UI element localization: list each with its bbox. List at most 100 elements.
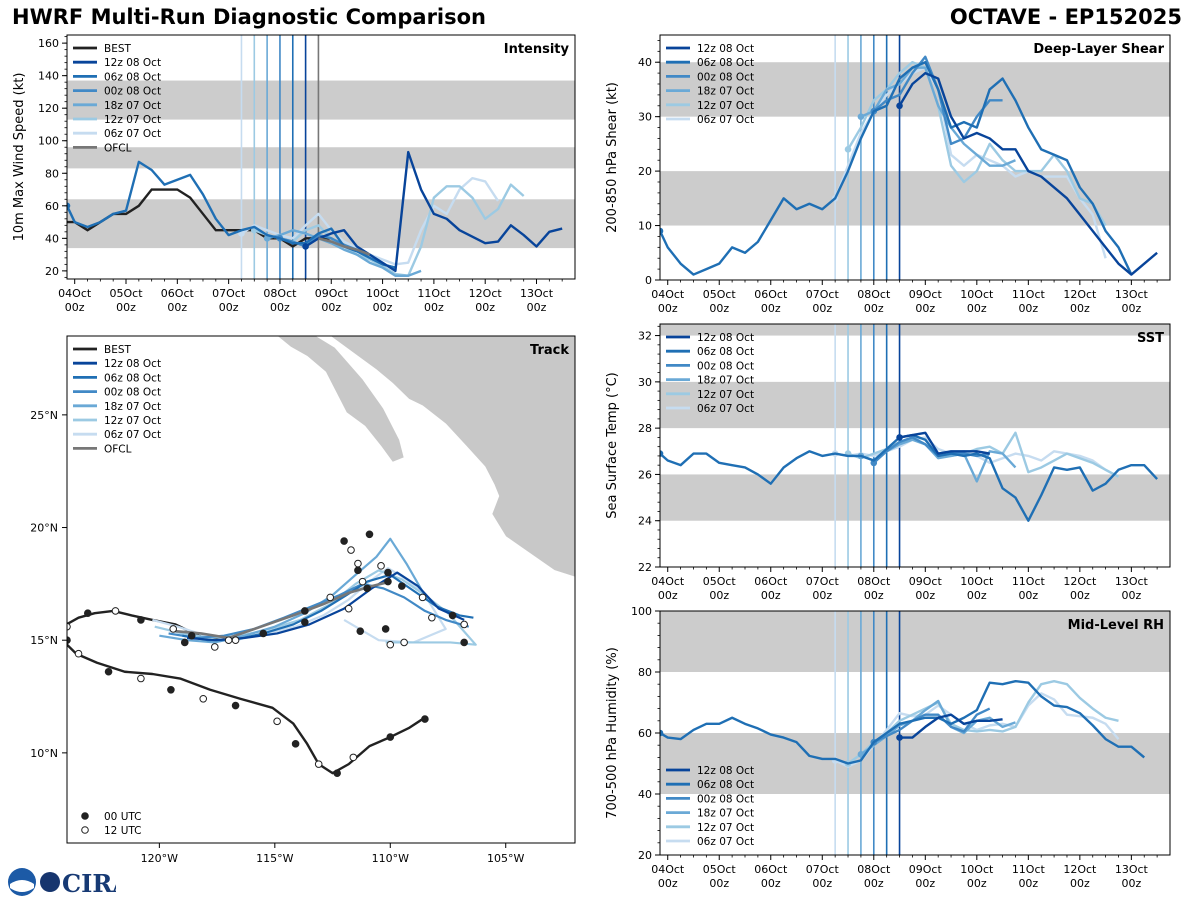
x-tick-label-date: 13Oct [1115,575,1149,588]
x-tick-label-date: 07Oct [806,288,840,301]
legend-label: 06z 07 Oct [104,128,161,140]
forecast-track-point [259,629,268,638]
y-tick-label: 30 [638,111,652,124]
y-tick-label: 160 [38,37,59,50]
series-init-point [857,751,865,758]
x-tick-label-date: 07Oct [806,863,840,876]
y-tick-label: 32 [638,330,652,343]
category-band [660,611,1170,672]
x-tick-label-date: 07Oct [806,575,840,588]
y-tick-label: 22 [638,561,652,574]
best-track-point [167,685,175,694]
x-tick-label-hour: 00z [915,302,935,315]
series-line [253,183,525,277]
x-tick-label: 120°W [141,852,178,865]
land-mass [265,336,405,463]
x-tick-label-hour: 00z [915,589,935,602]
legend-label: 00z 08 Oct [697,71,754,83]
x-tick-label-date: 10Oct [960,575,994,588]
legend-label: 06z 08 Oct [104,71,161,83]
forecast-track-point [356,627,365,635]
category-band [67,80,575,120]
sst-plot-area [660,324,1170,567]
forecast-track-point [301,618,309,626]
figure-title: HWRF Multi-Run Diagnostic Comparison [12,5,487,29]
panel-track: 120°W 115°W 110°W 105°W 10°N 15°N 20°N 25°N Trac… [30,335,576,865]
category-band [67,147,575,169]
forecast-track-point [358,577,367,586]
axes-frame [66,335,576,844]
legend-label: 06z 07 Oct [697,114,754,126]
panel-rh: 20 40 60 80 100 700-500 hPa Humidity (%) Mid-L… [605,605,1171,890]
legend-label: 06z 08 Oct [104,372,161,384]
series-line [860,66,1016,167]
best-track-point [231,701,240,710]
panel-title: Track [530,343,569,358]
x-tick-label-date: 12Oct [1063,863,1097,876]
y-tick-label: 28 [638,422,652,435]
panel-title: SST [1137,331,1164,346]
category-band [660,171,1170,226]
forecast-track-point [460,638,468,647]
x-tick-label-hour: 00z [1070,302,1090,315]
legend-label: 00z 08 Oct [697,793,754,805]
series-init-point [896,734,903,741]
x-tick-label-date: 10Oct [366,287,400,300]
legend-label: 06z 07 Oct [104,429,161,441]
forecast-track-point [169,625,178,633]
y-tick-label: 40 [638,56,652,69]
best-track-line [67,643,424,775]
x-tick-label-hour: 00z [761,589,781,602]
legend-label: 00z 08 Oct [697,360,754,372]
panel-title: Mid-Level RH [1068,618,1164,633]
legend-label: BEST [104,344,132,356]
legend-label: BEST [104,43,132,55]
x-tick-label: 110°W [372,852,409,865]
forecast-track-point [365,530,374,539]
x-tick-label-date: 11Oct [417,287,451,300]
best-track-point [74,649,83,658]
time-legend-label: 00 UTC [104,811,142,823]
x-tick-label-hour: 00z [116,301,136,314]
series-line [899,713,1003,739]
y-axis-label: Sea Surface Temp (°C) [605,372,620,519]
forecast-track-point [398,582,406,590]
panel-title: Deep-Layer Shear [1033,42,1164,57]
x-tick-label-date: 04Oct [651,863,685,876]
series-line [266,228,422,277]
x-tick-label-date: 11Oct [1012,288,1046,301]
ofcl-line [318,237,371,256]
nesdis-logo-icon [40,872,60,892]
series-init-point [660,450,664,457]
x-tick-label-date: 08Oct [857,863,891,876]
forecast-track-point [377,562,385,570]
series-line [846,61,1107,227]
time-legend-marker [81,826,89,834]
y-tick-label: 20°N [30,522,58,535]
y-tick-label: 120 [38,102,59,115]
panel-sst: 22 24 26 28 30 32 Sea Surface Temp (°C) SST 04Oc… [605,323,1171,602]
best-track-point [83,609,92,617]
best-track-point [137,674,145,683]
best-track-point [349,753,358,762]
category-band [660,324,1170,336]
forecast-track-point [210,643,219,651]
series-line [660,679,1146,765]
x-tick-label-hour: 00z [658,302,678,315]
x-tick-label-hour: 00z [424,301,444,314]
legend-label: 12z 08 Oct [104,358,161,370]
forecast-track-point [344,604,353,613]
x-tick-label-hour: 00z [1121,589,1141,602]
x-tick-label-hour: 00z [812,302,832,315]
x-tick-label-date: 04Oct [651,288,685,301]
x-tick-label-hour: 00z [864,302,884,315]
y-tick-label: 24 [638,515,652,528]
axes-frame [659,34,1171,281]
x-tick-label-date: 09Oct [909,863,943,876]
forecast-track-point [400,638,408,647]
forecast-track-point [448,611,457,620]
x-tick-label-date: 12Oct [1063,288,1097,301]
x-tick-label-date: 06Oct [754,575,788,588]
forecast-track-point [326,593,335,602]
series-track-line [168,582,470,640]
